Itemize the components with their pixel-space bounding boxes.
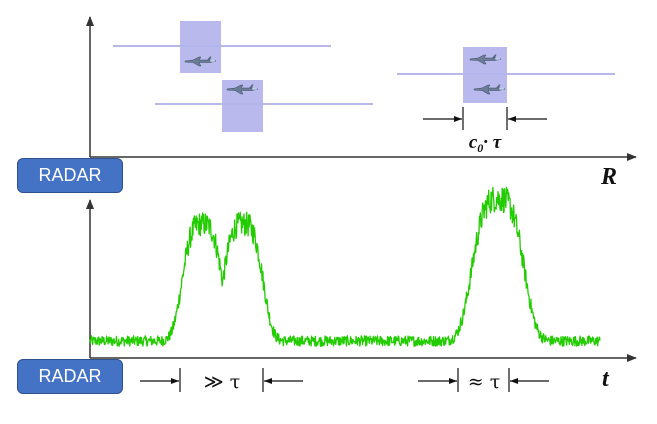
pulse-width-label: c0· τ — [469, 132, 502, 155]
separation-label-left: ≫ τ — [204, 371, 240, 393]
radar-badge: RADAR — [17, 158, 123, 193]
r-axis-label: R — [600, 164, 617, 190]
t-axis-label: t — [602, 366, 610, 392]
bottom-panel: ≫ τ ≈ τ t — [86, 186, 637, 393]
radar-badge: RADAR — [17, 359, 123, 394]
separation-label-right: ≈ τ — [468, 371, 500, 393]
pulse-box-1 — [180, 21, 221, 73]
top-panel: c0· τ R — [86, 16, 637, 190]
received-signal-trace — [89, 186, 601, 347]
